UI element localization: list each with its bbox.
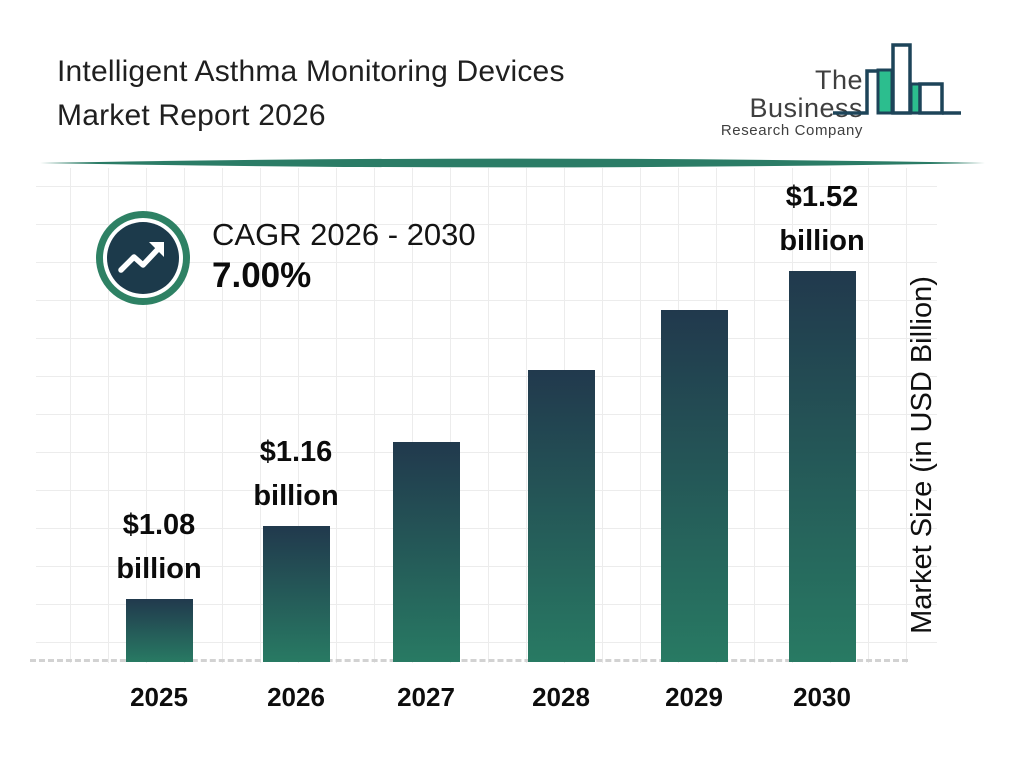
cagr-range-label: CAGR 2026 - 2030: [212, 217, 476, 252]
value-label-2025: $1.08 billion: [74, 503, 244, 591]
chart-baseline: [30, 659, 908, 662]
value-label-2026: $1.16 billion: [211, 430, 381, 518]
logo-name: The Business: [749, 65, 863, 123]
title-line-2: Market Report 2026: [57, 99, 326, 132]
value-amount: $1.16: [259, 436, 333, 468]
logo-bars-icon: [833, 43, 961, 115]
x-tick-2029: 2029: [665, 682, 723, 712]
bar-2026: [262, 526, 330, 662]
bar-2029: [660, 310, 728, 662]
page-title: Intelligent Asthma Monitoring Devices Ma…: [57, 50, 565, 138]
value-amount: $1.08: [122, 509, 196, 541]
logo-subname: Research Company: [720, 122, 863, 139]
divider-line: [40, 158, 985, 168]
y-axis-label: Market Size (in USD Billion): [906, 276, 938, 634]
value-label-2030: $1.52 billion: [737, 175, 907, 263]
bar-2030: [788, 271, 856, 662]
value-unit: billion: [116, 553, 202, 585]
bar-2027: [392, 442, 460, 662]
x-tick-2028: 2028: [532, 682, 590, 712]
x-tick-2025: 2025: [130, 682, 188, 712]
x-tick-2027: 2027: [397, 682, 455, 712]
bar-2025: [125, 599, 193, 662]
x-tick-2026: 2026: [267, 682, 325, 712]
title-line-1: Intelligent Asthma Monitoring Devices: [57, 55, 565, 88]
value-unit: billion: [779, 225, 865, 257]
company-logo: The Business Research Company: [700, 66, 863, 140]
x-tick-2030: 2030: [793, 682, 851, 712]
growth-trend-icon: [96, 211, 190, 305]
value-unit: billion: [253, 480, 339, 512]
cagr-value: 7.00%: [212, 256, 312, 295]
bar-2028: [527, 370, 595, 662]
cagr-annotation: CAGR 2026 - 2030 7.00%: [212, 216, 476, 298]
value-amount: $1.52: [785, 181, 859, 213]
